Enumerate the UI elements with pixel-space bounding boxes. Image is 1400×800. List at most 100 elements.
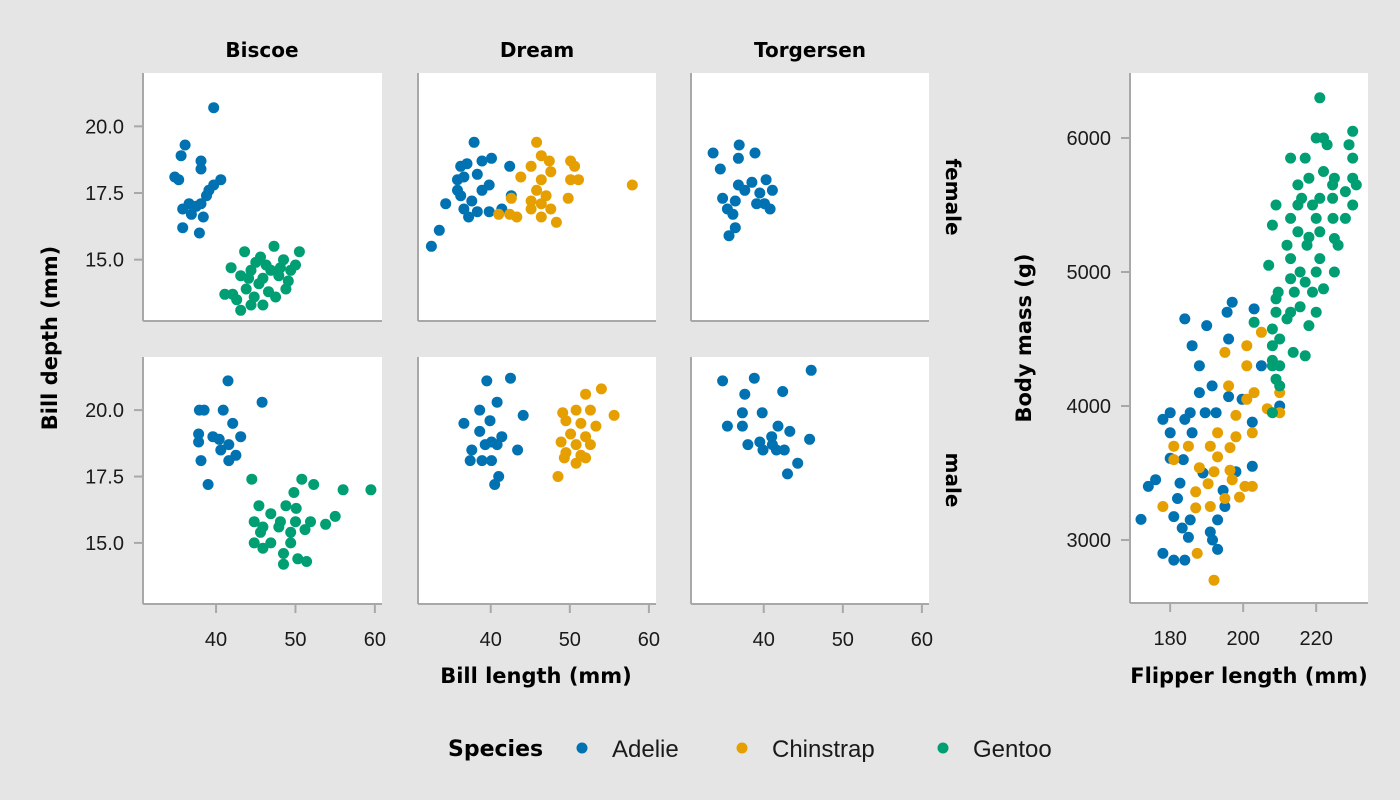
point-adelie [489,479,501,490]
point-chinstrap [575,417,587,429]
point-adelie [1186,427,1198,439]
panel-background [1130,73,1368,603]
point-gentoo [1292,226,1304,238]
point-chinstrap [1223,380,1235,392]
point-chinstrap [505,192,517,204]
x-axis-title-bill-length: Bill length (mm) [440,664,632,688]
point-gentoo [1292,199,1304,211]
point-adelie [223,455,235,467]
point-gentoo [270,291,282,303]
point-gentoo [265,264,277,276]
point-adelie [1246,460,1258,472]
y-tick-label: 3000 [1067,530,1112,552]
point-adelie [484,415,496,427]
point-chinstrap [1234,491,1245,503]
point-adelie [1212,543,1224,555]
point-adelie [471,168,483,180]
point-gentoo [1294,301,1306,313]
point-gentoo [255,251,266,263]
point-gentoo [265,508,277,520]
point-adelie [714,163,726,175]
point-adelie [1193,387,1205,399]
point-adelie [1223,391,1235,403]
point-adelie [748,372,760,384]
point-adelie [1246,416,1258,428]
point-adelie [1174,477,1186,489]
point-gentoo [1285,212,1297,224]
strip-column-dream: Dream [500,38,574,62]
point-adelie [505,372,516,384]
point-chinstrap [555,436,567,448]
flipper-mass-panel-group: 180 200 220 3000 4000 5000 6000 [1067,73,1368,650]
point-chinstrap [1208,466,1220,478]
point-gentoo [1339,212,1351,224]
point-gentoo [273,521,285,533]
point-adelie [190,200,202,212]
point-gentoo [301,556,313,567]
point-adelie [195,455,207,467]
point-chinstrap [543,155,555,167]
panel-background [418,73,656,321]
point-adelie [517,409,529,421]
point-chinstrap [1208,574,1220,586]
point-gentoo [1285,273,1297,285]
point-chinstrap [1224,464,1236,476]
panel-dream-male: 40 50 60 [417,357,660,651]
y-tick-label: 15.0 [85,250,124,272]
point-chinstrap [1241,360,1253,372]
point-chinstrap [525,160,537,172]
panel-torgersen-male: 40 50 60 [690,357,933,651]
point-adelie [777,386,789,397]
point-gentoo [1314,253,1326,265]
point-chinstrap [1230,409,1242,421]
point-adelie [474,425,486,437]
point-gentoo [1285,152,1297,164]
point-adelie [208,102,220,114]
point-adelie [1248,303,1260,315]
point-adelie [433,224,445,236]
point-adelie [1184,514,1196,526]
point-adelie [1206,380,1218,392]
point-gentoo [1266,340,1278,352]
point-adelie [468,136,480,148]
point-chinstrap [608,409,620,421]
point-gentoo [1303,320,1315,332]
point-chinstrap [584,404,596,416]
point-adelie [749,147,761,159]
point-adelie [202,479,214,490]
point-gentoo [248,537,260,549]
x-tick-label: 50 [559,629,581,651]
point-chinstrap [580,388,592,400]
point-chinstrap [535,198,547,210]
point-adelie [481,375,493,387]
point-chinstrap [569,160,581,172]
point-adelie [455,190,467,202]
point-chinstrap [1190,486,1202,498]
point-chinstrap [558,452,570,464]
x-tick-label: 60 [911,629,933,651]
point-adelie [727,208,739,220]
point-adelie [756,407,768,419]
point-gentoo [290,516,301,528]
point-adelie [1221,306,1233,318]
point-gentoo [1287,346,1299,358]
point-gentoo [274,262,286,274]
point-adelie [757,444,769,456]
point-chinstrap [1202,478,1214,490]
facet-grid: 15.0 17.5 20.0 40 50 60 15.0 17.5 20.0 40 50 60 40 50… [85,73,933,651]
legend-marker-chinstrap [736,742,748,754]
strip-row-female: female [941,158,965,235]
point-adelie [746,176,758,188]
point-gentoo [290,259,301,271]
point-adelie [1150,474,1162,486]
point-adelie [736,420,748,432]
point-chinstrap [1212,451,1224,463]
point-adelie [766,184,778,196]
point-gentoo [1343,139,1355,151]
point-gentoo [268,240,280,252]
point-adelie [466,195,478,207]
point-chinstrap [1193,462,1205,474]
point-gentoo [1347,152,1359,164]
point-chinstrap [545,203,557,215]
